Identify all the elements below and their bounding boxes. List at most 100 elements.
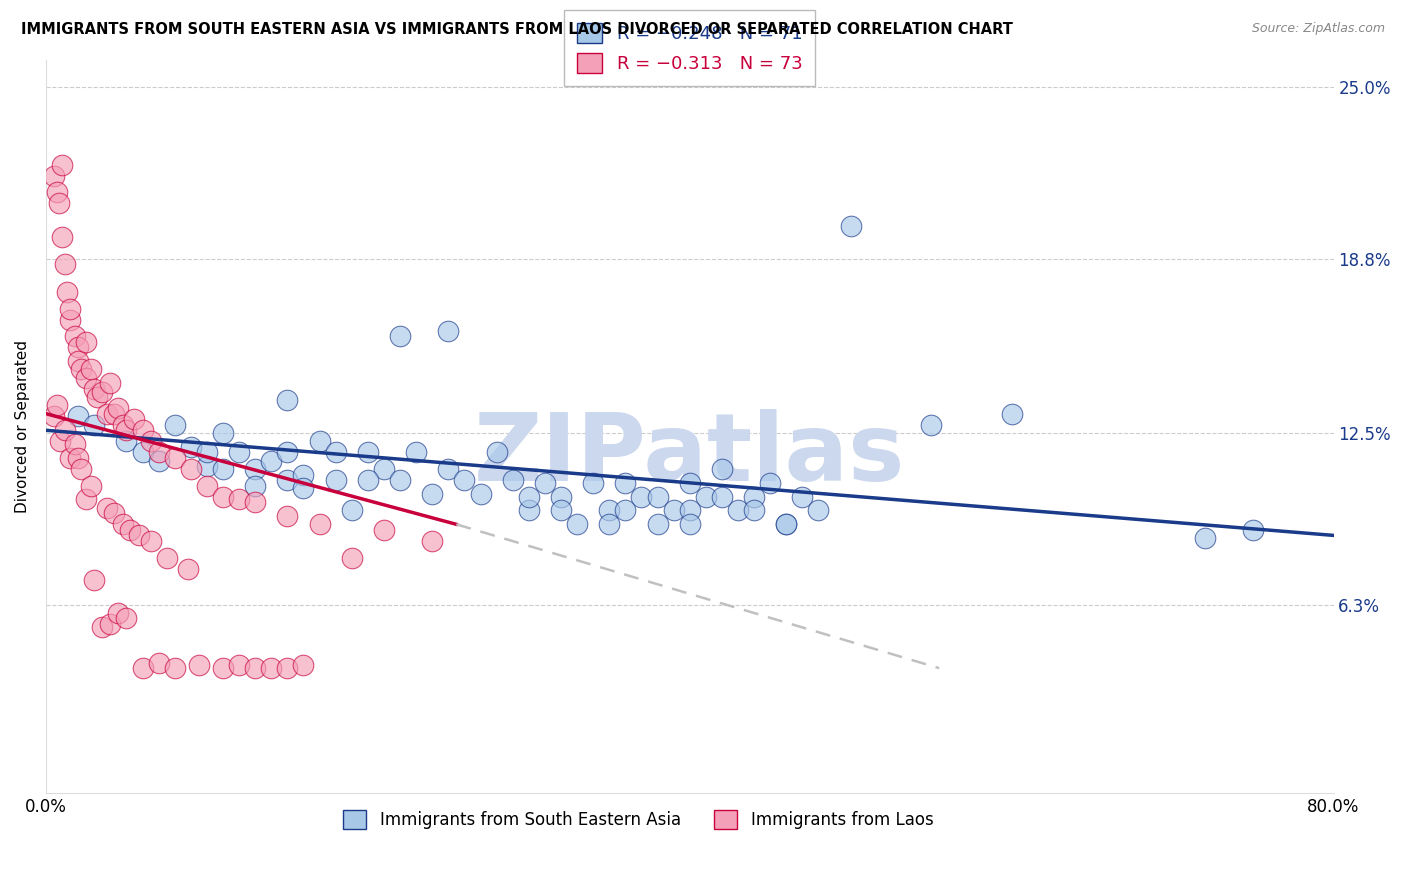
- Point: [180, 440, 202, 454]
- Point: [59, 450, 82, 465]
- Point: [51, 158, 73, 172]
- Point: [212, 661, 235, 675]
- Point: [695, 490, 717, 504]
- Point: [124, 412, 146, 426]
- Point: [118, 523, 141, 537]
- Point: [550, 503, 572, 517]
- Point: [83, 417, 105, 432]
- Point: [276, 392, 298, 407]
- Point: [195, 445, 218, 459]
- Point: [647, 517, 669, 532]
- Point: [70, 362, 93, 376]
- Point: [807, 503, 830, 517]
- Point: [163, 661, 186, 675]
- Point: [63, 329, 86, 343]
- Point: [139, 533, 162, 548]
- Point: [103, 506, 125, 520]
- Point: [437, 324, 460, 338]
- Point: [49, 434, 72, 449]
- Point: [70, 462, 93, 476]
- Point: [679, 517, 702, 532]
- Point: [107, 401, 129, 416]
- Point: [373, 523, 395, 537]
- Point: [614, 503, 637, 517]
- Point: [59, 301, 82, 316]
- Point: [679, 475, 702, 490]
- Point: [67, 409, 90, 424]
- Point: [517, 503, 540, 517]
- Point: [180, 462, 202, 476]
- Point: [373, 462, 395, 476]
- Point: [759, 475, 782, 490]
- Point: [131, 423, 153, 437]
- Point: [195, 478, 218, 492]
- Point: [245, 462, 267, 476]
- Point: [308, 434, 330, 449]
- Point: [389, 329, 412, 343]
- Point: [292, 658, 315, 673]
- Point: [83, 573, 105, 587]
- Point: [260, 661, 283, 675]
- Point: [420, 487, 443, 501]
- Point: [437, 462, 460, 476]
- Point: [340, 503, 363, 517]
- Point: [308, 517, 330, 532]
- Point: [260, 453, 283, 467]
- Point: [276, 445, 298, 459]
- Point: [131, 661, 153, 675]
- Point: [276, 473, 298, 487]
- Point: [710, 462, 733, 476]
- Point: [742, 503, 765, 517]
- Point: [148, 445, 170, 459]
- Text: ZIPatlas: ZIPatlas: [474, 409, 905, 501]
- Point: [42, 169, 65, 183]
- Point: [46, 398, 69, 412]
- Point: [48, 196, 70, 211]
- Point: [792, 490, 814, 504]
- Point: [727, 503, 749, 517]
- Point: [212, 425, 235, 440]
- Point: [565, 517, 588, 532]
- Point: [1001, 407, 1024, 421]
- Point: [405, 445, 427, 459]
- Point: [131, 445, 153, 459]
- Point: [67, 450, 90, 465]
- Point: [42, 409, 65, 424]
- Point: [1241, 523, 1264, 537]
- Point: [51, 229, 73, 244]
- Point: [710, 490, 733, 504]
- Point: [46, 186, 69, 200]
- Point: [59, 312, 82, 326]
- Point: [67, 340, 90, 354]
- Point: [187, 658, 209, 673]
- Point: [453, 473, 475, 487]
- Point: [63, 437, 86, 451]
- Point: [115, 611, 138, 625]
- Point: [103, 407, 125, 421]
- Point: [228, 658, 250, 673]
- Point: [325, 473, 347, 487]
- Point: [163, 417, 186, 432]
- Point: [245, 495, 267, 509]
- Point: [128, 528, 150, 542]
- Point: [775, 517, 797, 532]
- Point: [83, 382, 105, 396]
- Point: [647, 490, 669, 504]
- Point: [107, 606, 129, 620]
- Point: [80, 362, 103, 376]
- Point: [139, 434, 162, 449]
- Point: [148, 656, 170, 670]
- Point: [67, 354, 90, 368]
- Point: [245, 478, 267, 492]
- Point: [212, 490, 235, 504]
- Point: [195, 459, 218, 474]
- Point: [357, 445, 380, 459]
- Point: [920, 417, 942, 432]
- Point: [679, 503, 702, 517]
- Point: [598, 503, 620, 517]
- Point: [75, 334, 97, 349]
- Point: [228, 492, 250, 507]
- Point: [80, 478, 103, 492]
- Point: [53, 257, 76, 271]
- Y-axis label: Divorced or Separated: Divorced or Separated: [15, 340, 30, 513]
